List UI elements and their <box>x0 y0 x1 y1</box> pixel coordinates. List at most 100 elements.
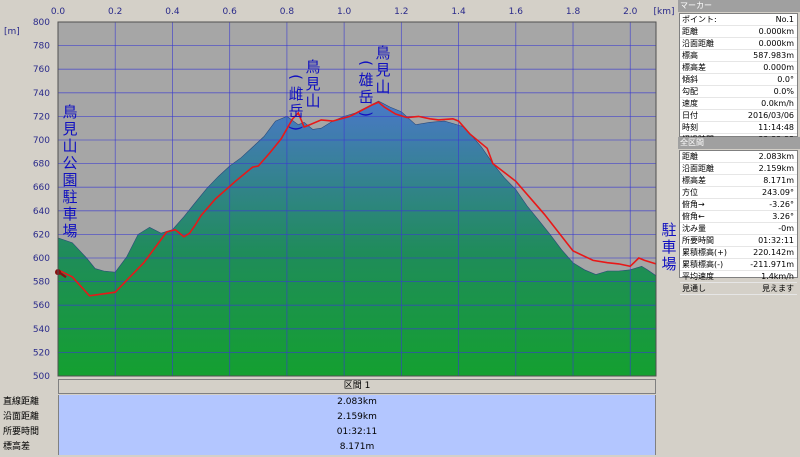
stats-row: 沿面距離 2.159km <box>0 410 658 425</box>
total-panel-title: 全区間 <box>678 137 800 149</box>
info-value: 11:14:48 <box>758 123 794 132</box>
svg-text:鳥: 鳥 <box>305 58 320 76</box>
info-value: 0.0km/h <box>761 99 794 108</box>
info-label: 標高差 <box>682 63 706 72</box>
info-label: 平均速度 <box>682 272 714 281</box>
stats-row: 直線距離 2.083km <box>0 395 658 410</box>
stats-value: 2.083km <box>58 395 656 410</box>
info-label: 累積標高(-) <box>682 260 724 269</box>
svg-text:雌: 雌 <box>288 85 303 103</box>
svg-text:駐: 駐 <box>62 188 77 206</box>
x-tick-label: 1.8 <box>566 7 581 17</box>
label-mesudake-peak: (雌岳) <box>287 74 305 131</box>
info-row: 標高差 8.171m <box>680 175 797 187</box>
info-label: 傾斜 <box>682 75 698 84</box>
label-osudake-peak: (雄岳) <box>357 60 375 117</box>
svg-text:場: 場 <box>661 255 676 273</box>
x-tick-label: 0.0 <box>51 7 66 17</box>
stats-label: 沿面距離 <box>0 410 58 425</box>
section-header[interactable]: 区間 1 <box>58 379 656 394</box>
y-tick-label: 580 <box>33 278 50 288</box>
y-tick-label: 780 <box>33 42 50 52</box>
info-value: 587.983m <box>753 51 794 60</box>
info-label: 勾配 <box>682 87 698 96</box>
info-row: 勾配 0.0% <box>680 86 797 98</box>
y-tick-label: 600 <box>33 254 50 264</box>
y-tick-label: 760 <box>33 65 50 75</box>
info-label: 所要時間 <box>682 236 714 245</box>
svg-text:公: 公 <box>62 154 77 172</box>
info-row: ポイント: No.1 <box>680 14 797 26</box>
svg-text:山: 山 <box>375 78 390 96</box>
marker-panel-title: マーカー <box>678 0 800 12</box>
info-row: 標高 587.983m <box>680 50 797 62</box>
svg-text:場: 場 <box>62 222 77 240</box>
x-tick-label: 0.4 <box>165 7 180 17</box>
info-value: 0.0° <box>777 75 794 84</box>
info-label: 沿面距離 <box>682 39 714 48</box>
info-row: 傾斜 0.0° <box>680 74 797 86</box>
info-value: 3.26° <box>772 212 794 221</box>
info-value: 0.0% <box>773 87 794 96</box>
info-row: 見通し 見えます <box>680 283 797 295</box>
x-tick-label: 2.0 <box>623 7 638 17</box>
svg-text:山: 山 <box>305 92 320 110</box>
svg-text:見: 見 <box>375 61 390 79</box>
info-row: 平均速度 1.4km/h <box>680 271 797 283</box>
info-value: 1.4km/h <box>761 272 794 281</box>
elevation-chart[interactable]: 0.0 0.2 0.4 0.6 0.8 1.0 1.2 1.4 1.6 1.8 2.0 [km] 500… <box>0 0 678 379</box>
marker-panel: ポイント: No.1 距離 0.000km 沿面距離 0.000km 標高 587.983m 標… <box>679 13 798 146</box>
stats-label: 標高差 <box>0 440 58 455</box>
info-value: 2.083km <box>758 152 794 161</box>
info-row: 沿面距離 0.000km <box>680 38 797 50</box>
svg-text:(: ( <box>357 60 375 66</box>
info-label: 距離 <box>682 152 698 161</box>
svg-text:見: 見 <box>305 75 320 93</box>
x-tick-label: 0.2 <box>108 7 122 17</box>
svg-text:山: 山 <box>62 137 77 155</box>
info-value: 8.171m <box>763 176 794 185</box>
info-value: -3.26° <box>769 200 794 209</box>
info-label: 俯角→ <box>682 200 705 209</box>
info-row: 沿面距離 2.159km <box>680 163 797 175</box>
info-label: 沈み量 <box>682 224 706 233</box>
x-tick-label: 1.2 <box>394 7 408 17</box>
info-row: 距離 2.083km <box>680 151 797 163</box>
info-value: 243.09° <box>762 188 794 197</box>
info-sidebar: マーカー ポイント: No.1 距離 0.000km 沿面距離 0.000km 標高 587.… <box>678 0 800 457</box>
svg-text:園: 園 <box>62 171 77 189</box>
x-tick-label: 0.6 <box>223 7 238 17</box>
x-unit-label: [km] <box>653 7 674 17</box>
stats-value: 8.171m <box>58 440 656 455</box>
info-label: 速度 <box>682 99 698 108</box>
label-parking-end: 駐車場 <box>661 221 676 273</box>
total-panel: 距離 2.083km 沿面距離 2.159km 標高差 8.171m 方位 243.09° 俯角… <box>679 150 798 295</box>
info-label: 俯角← <box>682 212 705 221</box>
info-row: 累積標高(+) 220.142m <box>680 247 797 259</box>
info-value: 見えます <box>762 284 794 293</box>
plot-border <box>57 21 657 377</box>
info-value: 0.000m <box>763 63 794 72</box>
info-row: 累積標高(-) -211.971m <box>680 259 797 271</box>
y-tick-label: 540 <box>33 325 50 335</box>
info-row: 標高差 0.000m <box>680 62 797 74</box>
info-row: 所要時間 01:32:11 <box>680 235 797 247</box>
svg-text:鳥: 鳥 <box>375 44 390 62</box>
svg-text:(: ( <box>287 74 305 80</box>
stats-label: 直線距離 <box>0 395 58 410</box>
info-row: 距離 0.000km <box>680 26 797 38</box>
info-label: 時刻 <box>682 123 698 132</box>
info-value: 2016/03/06 <box>747 111 794 120</box>
label-osudake-name: 鳥見山 <box>375 44 390 96</box>
info-value: No.1 <box>775 15 794 24</box>
info-label: 方位 <box>682 188 698 197</box>
info-value: 2.159km <box>758 164 794 173</box>
info-row: 日付 2016/03/06 <box>680 110 797 122</box>
svg-text:見: 見 <box>62 120 77 138</box>
y-tick-label: 560 <box>33 301 50 311</box>
svg-text:): ) <box>287 125 305 131</box>
y-tick-label: 520 <box>33 348 50 358</box>
info-row: 沈み量 -0m <box>680 223 797 235</box>
svg-text:車: 車 <box>661 238 676 256</box>
